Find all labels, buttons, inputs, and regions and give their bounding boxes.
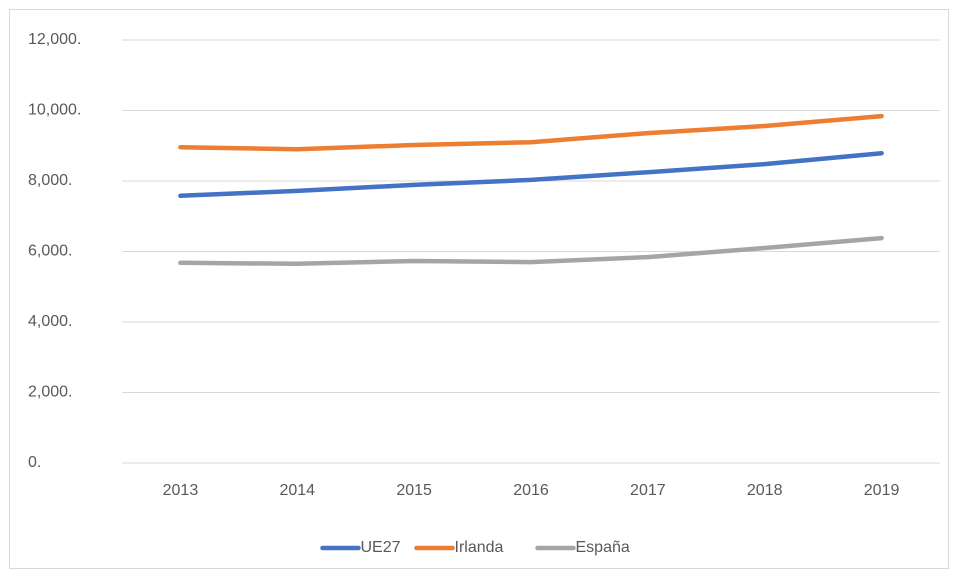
y-tick-label: 8,000. xyxy=(28,172,72,189)
legend-label: Irlanda xyxy=(455,539,504,556)
x-tick-label: 2013 xyxy=(163,482,199,499)
x-tick-label: 2016 xyxy=(513,482,549,499)
x-tick-label: 2018 xyxy=(747,482,783,499)
y-tick-label: 6,000. xyxy=(28,243,72,260)
x-tick-label: 2017 xyxy=(630,482,666,499)
x-tick-label: 2014 xyxy=(279,482,315,499)
y-tick-label: 4,000. xyxy=(28,313,72,330)
legend-label: España xyxy=(576,539,630,556)
series-line xyxy=(178,113,884,152)
legend-label: UE27 xyxy=(361,539,401,556)
chart-frame xyxy=(9,9,949,569)
y-tick-label: 0. xyxy=(28,454,41,471)
y-tick-label: 12,000. xyxy=(28,31,81,48)
x-tick-label: 2019 xyxy=(864,482,900,499)
x-tick-label: 2015 xyxy=(396,482,432,499)
y-tick-label: 2,000. xyxy=(28,384,72,401)
series-line xyxy=(178,235,884,267)
series-line xyxy=(178,150,884,199)
y-tick-label: 10,000. xyxy=(28,102,81,119)
